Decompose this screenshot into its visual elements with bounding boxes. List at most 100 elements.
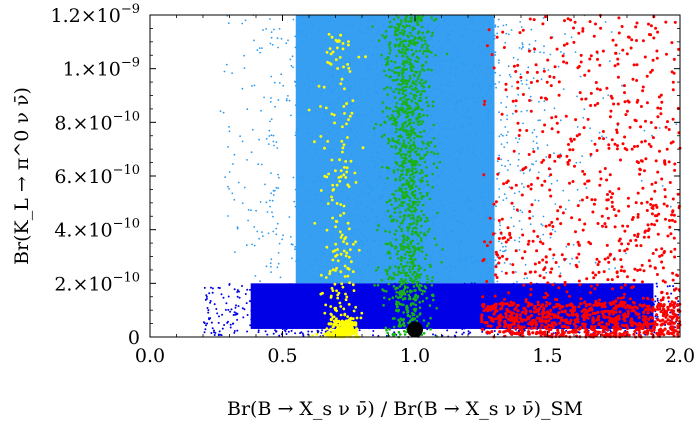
series-red-point: [641, 89, 645, 93]
series-light-blue-point: [265, 138, 268, 140]
series-dark-blue-point: [431, 316, 434, 319]
series-dark-blue-point: [279, 310, 282, 312]
series-dark-blue-point: [362, 285, 365, 288]
series-red-point: [626, 224, 630, 228]
series-green-point: [418, 187, 421, 191]
series-green-point: [403, 291, 406, 295]
series-red-point: [593, 103, 597, 107]
series-green-point: [411, 239, 415, 243]
series-dark-blue-point: [461, 333, 464, 336]
series-dark-blue-point: [312, 309, 315, 312]
series-yellow-point: [348, 227, 351, 231]
series-green-point: [420, 250, 424, 253]
series-light-blue-point: [553, 152, 555, 155]
series-green-point: [394, 130, 398, 134]
series-light-blue-point: [546, 144, 549, 147]
series-red-point: [639, 125, 643, 129]
series-green-point: [394, 199, 398, 203]
series-green-point: [413, 137, 416, 140]
series-green-point: [408, 31, 412, 35]
series-dark-blue-point: [634, 291, 637, 294]
series-red-point: [643, 169, 646, 173]
series-red-point: [597, 260, 601, 264]
series-dark-blue-point: [246, 288, 249, 291]
series-light-blue-point: [598, 131, 601, 134]
series-red-point: [611, 312, 615, 316]
series-red-point: [493, 294, 497, 298]
series-dark-blue-point: [310, 294, 312, 297]
series-light-blue-point: [549, 53, 552, 56]
series-green-point: [404, 128, 408, 132]
series-red-point: [675, 296, 678, 300]
series-red-point: [567, 242, 570, 246]
series-green-point: [406, 229, 410, 232]
series-green-point: [418, 246, 421, 250]
series-light-blue-point: [610, 31, 613, 33]
series-green-point: [421, 31, 425, 35]
series-dark-blue-point: [305, 284, 308, 287]
series-green-point: [416, 203, 420, 207]
series-dark-blue-point: [393, 282, 396, 285]
series-light-blue-point: [500, 164, 503, 167]
series-red-point: [622, 296, 626, 299]
series-red-point: [593, 142, 597, 146]
series-dark-blue-point: [275, 330, 277, 333]
series-yellow-point: [347, 66, 351, 70]
series-red-point: [596, 330, 600, 334]
series-red-point: [485, 280, 489, 283]
series-green-point: [390, 203, 393, 207]
series-green-point: [379, 123, 383, 127]
series-red-point: [658, 319, 662, 323]
series-green-point: [401, 219, 405, 222]
series-red-point: [500, 112, 504, 116]
series-green-point: [430, 150, 434, 154]
series-green-point: [393, 207, 397, 210]
series-red-point: [578, 132, 581, 136]
series-light-blue-point: [507, 65, 510, 68]
series-red-point: [603, 257, 607, 261]
series-yellow-point: [352, 309, 356, 313]
series-dark-blue-point: [609, 330, 612, 333]
series-light-blue-point: [271, 199, 274, 202]
series-light-blue-point: [278, 27, 281, 30]
series-light-blue-point: [269, 42, 272, 45]
series-green-point: [384, 29, 388, 33]
series-dark-blue-point: [450, 294, 453, 297]
series-dark-blue-point: [454, 300, 457, 303]
series-green-point: [431, 104, 435, 108]
series-light-blue-point: [513, 192, 516, 195]
series-dark-blue-point: [379, 316, 382, 319]
series-green-point: [405, 85, 408, 89]
series-red-point: [605, 243, 609, 247]
series-green-point: [402, 44, 405, 48]
series-green-point: [425, 166, 428, 169]
series-dark-blue-point: [352, 305, 355, 308]
series-green-point: [384, 63, 388, 67]
series-dark-blue-point: [310, 330, 313, 333]
series-light-blue-point: [272, 194, 275, 196]
series-light-blue-point: [260, 163, 263, 166]
series-yellow-point: [331, 216, 334, 220]
series-dark-blue-point: [285, 333, 288, 335]
series-red-point: [527, 49, 531, 53]
series-green-point: [398, 37, 402, 41]
series-light-blue-point: [520, 79, 523, 82]
series-red-point: [628, 297, 632, 301]
series-light-blue-point: [276, 266, 279, 269]
series-red-point: [627, 35, 631, 39]
series-green-point: [418, 70, 422, 73]
series-light-blue-point: [533, 51, 536, 54]
series-green-point: [408, 315, 412, 318]
series-dark-blue-point: [225, 302, 228, 305]
series-red-point: [569, 18, 573, 22]
series-red-point: [608, 190, 612, 194]
series-red-point: [612, 208, 616, 211]
series-green-point: [387, 277, 390, 281]
series-red-point: [634, 238, 638, 242]
series-green-point: [400, 245, 403, 248]
series-red-point: [583, 73, 587, 77]
series-green-point: [415, 222, 419, 226]
series-green-point: [406, 261, 409, 264]
series-red-point: [548, 153, 552, 157]
series-dark-blue-point: [433, 286, 435, 289]
